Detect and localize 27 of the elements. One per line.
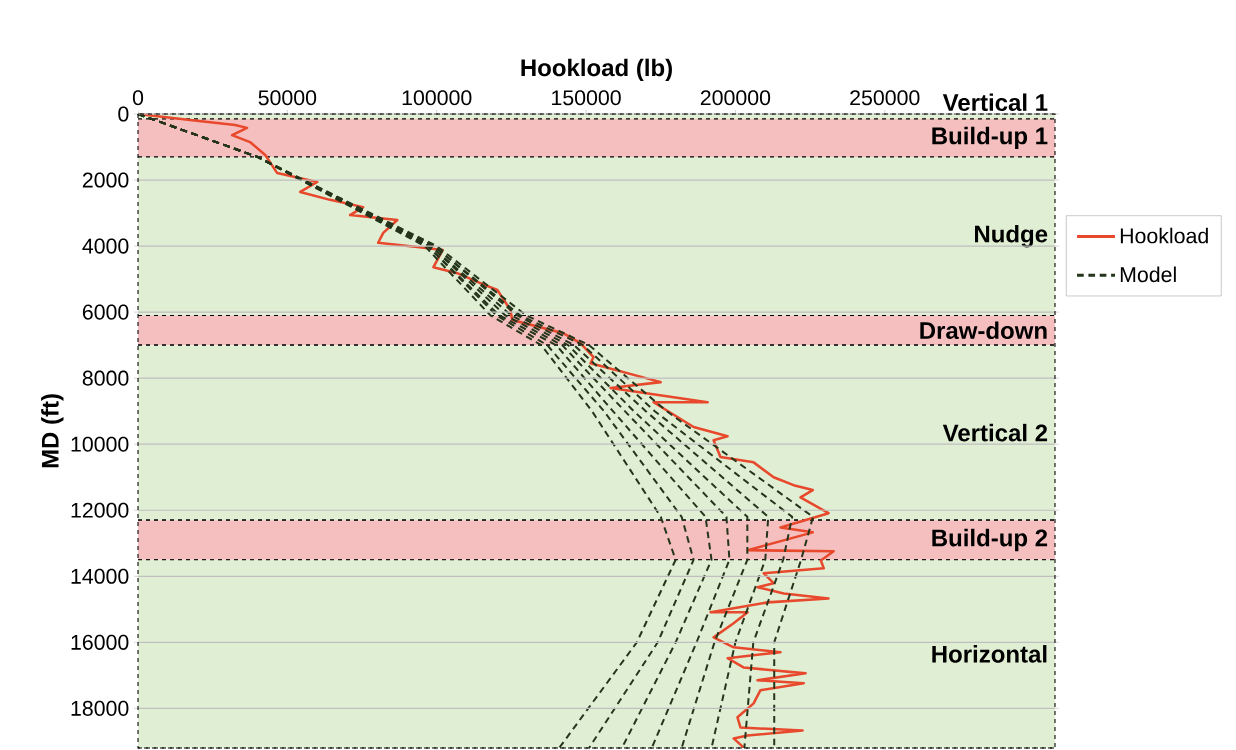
band-label: Draw-down [920,321,1047,340]
x-tick-label: 150000 [552,90,621,106]
x-axis-title: Hookload (lb) [521,58,672,82]
x-tick-label: 100000 [402,90,472,106]
y-tick-label: 0 [118,106,129,122]
y-tick-label: 8000 [82,370,129,386]
band-label: Vertical 1 [942,93,1048,112]
text: Hookload [1120,227,1208,244]
x-tick-label: 250000 [850,90,920,106]
y-tick-label: 16000 [71,634,129,650]
y-tick-label: 12000 [71,502,129,518]
band-label: Build-up 2 [932,528,1048,552]
y-tick-label: 10000 [71,436,129,452]
x-tick-label: 50000 [258,90,317,106]
x-tick-label: 200000 [700,90,771,106]
band-label: Horizontal [932,645,1047,663]
band-label: Nudge [975,224,1048,248]
band-label: Vertical 2 [942,423,1048,442]
band-label: Build-up 1 [932,126,1048,150]
x-tick-label: 0 [132,90,144,106]
y-tick-label: 2000 [82,172,129,188]
y-tick-label: 4000 [82,238,129,254]
text: Model [1120,266,1176,283]
y-tick-label: 18000 [71,700,129,716]
y-tick-label: 6000 [82,304,129,320]
y-axis-title: MD (ft) [41,394,64,468]
y-tick-label: 14000 [71,568,129,584]
